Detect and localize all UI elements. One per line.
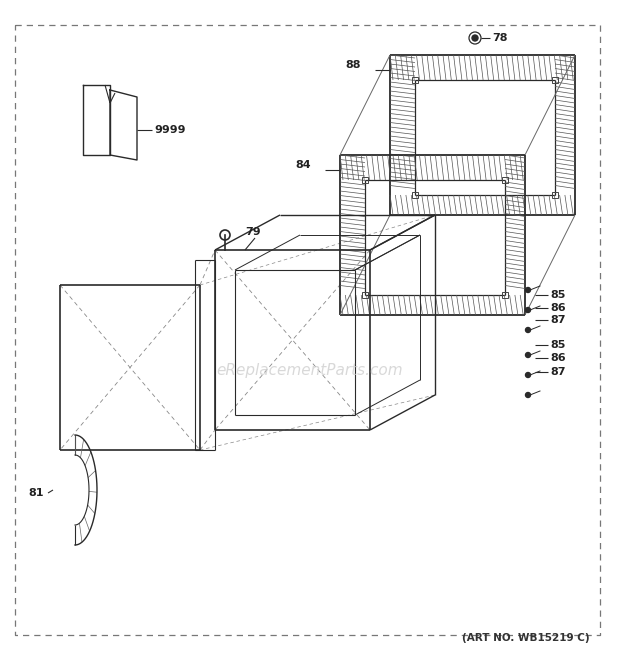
- Text: 87: 87: [550, 315, 565, 325]
- Text: 81: 81: [28, 488, 43, 498]
- Circle shape: [526, 308, 531, 312]
- Text: 9999: 9999: [154, 125, 185, 135]
- Bar: [502, 177, 508, 183]
- Bar: [362, 177, 368, 183]
- Bar: [552, 77, 558, 83]
- Text: 88: 88: [345, 60, 360, 70]
- Text: 86: 86: [550, 353, 565, 363]
- Text: 85: 85: [550, 340, 565, 350]
- Text: 79: 79: [245, 227, 260, 237]
- Circle shape: [526, 372, 531, 378]
- Text: 78: 78: [492, 33, 508, 43]
- Circle shape: [472, 35, 478, 41]
- Text: 87: 87: [550, 367, 565, 377]
- Circle shape: [526, 393, 531, 397]
- Text: eReplacementParts.com: eReplacementParts.com: [216, 362, 404, 378]
- Text: 84: 84: [295, 160, 311, 170]
- Circle shape: [526, 288, 531, 292]
- Bar: [412, 77, 418, 83]
- Text: 85: 85: [550, 290, 565, 300]
- Bar: [552, 192, 558, 198]
- Bar: [412, 192, 418, 198]
- Text: 86: 86: [550, 303, 565, 313]
- Circle shape: [526, 327, 531, 333]
- Circle shape: [526, 352, 531, 358]
- Text: (ART NO. WB15219 C): (ART NO. WB15219 C): [463, 633, 590, 643]
- Bar: [502, 292, 508, 298]
- Bar: [362, 292, 368, 298]
